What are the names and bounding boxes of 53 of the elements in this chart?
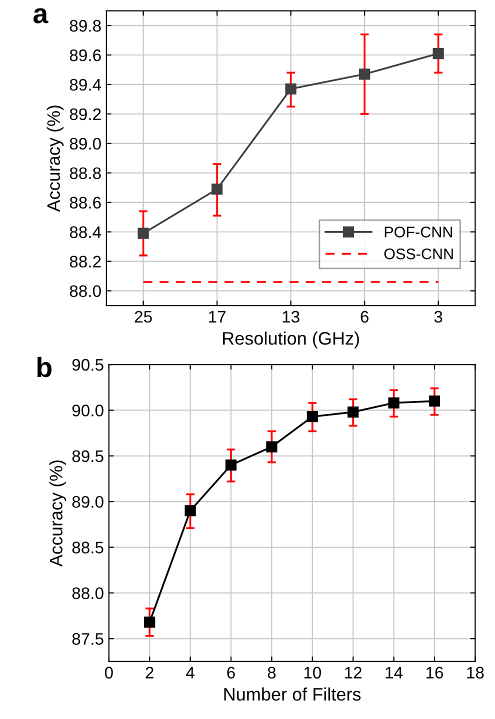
x-tick-label: 16 [426, 666, 444, 679]
y-tick-label: 89.6 [70, 49, 101, 62]
x-tick-label: 0 [104, 666, 113, 679]
point [432, 48, 444, 60]
x-axis-title: Resolution (GHz) [223, 332, 359, 348]
point [428, 396, 440, 407]
y-tick-label: 88.8 [70, 167, 101, 180]
y-tick-label: 90.0 [72, 404, 104, 416]
y-tick-label: 88.2 [70, 256, 101, 268]
point [285, 83, 296, 94]
y-tick-label: 88.6 [70, 196, 101, 209]
y-tick-label: 88.5 [72, 542, 104, 554]
legend-label: POF-CNN [384, 226, 452, 238]
x-tick-label: 18 [467, 666, 484, 679]
chart-title: a [33, 8, 48, 24]
y-tick-label: 90.5 [72, 358, 104, 371]
point [144, 616, 156, 628]
point [225, 459, 237, 471]
x-tick-label: 2 [146, 666, 154, 678]
x-tick-label: 6 [360, 310, 368, 323]
point [359, 68, 370, 80]
point [306, 411, 318, 422]
y-tick-label: 89.8 [70, 20, 101, 32]
chart-title: b [37, 356, 52, 378]
point [348, 406, 359, 418]
x-tick-label: 6 [227, 666, 235, 679]
point [184, 505, 196, 516]
legend-label: OSS-CNN [384, 248, 453, 260]
x-tick-label: 3 [434, 310, 442, 323]
y-axis-title: Accuracy (%) [49, 460, 66, 567]
x-tick-label: 14 [386, 666, 403, 678]
point [388, 397, 400, 408]
y-tick-label: 88.0 [70, 285, 101, 298]
y-tick-label: 89.0 [72, 496, 104, 508]
y-tick-label: 88.4 [70, 226, 102, 238]
y-tick-label: 87.5 [72, 633, 104, 645]
x-tick-label: 17 [209, 311, 226, 323]
point [138, 228, 149, 239]
y-tick-label: 89.4 [70, 78, 102, 91]
x-tick-label: 25 [134, 310, 152, 323]
y-tick-label: 89.5 [72, 450, 104, 462]
x-tick-label: 8 [268, 666, 276, 679]
y-tick-label: 89.0 [70, 138, 101, 150]
x-axis-title: Number of Filters [224, 687, 361, 701]
point [266, 441, 278, 452]
y-tick-label: 89.2 [70, 108, 101, 120]
x-tick-label: 10 [304, 666, 322, 679]
y-axis-title: Accuracy (%) [46, 106, 64, 212]
x-tick-label: 4 [186, 666, 194, 678]
x-tick-label: 12 [345, 666, 362, 678]
y-tick-label: 88.0 [72, 587, 104, 600]
x-tick-label: 13 [282, 310, 300, 323]
point [212, 184, 223, 195]
